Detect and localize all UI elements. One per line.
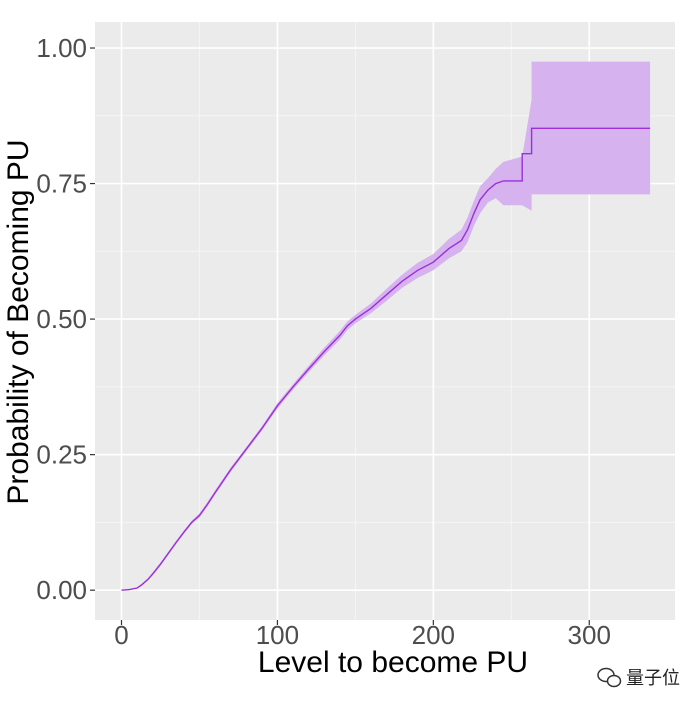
- y-tick-label: 0.00: [36, 575, 87, 605]
- probability-curve: [121, 127, 651, 591]
- y-tick-label: 0.25: [36, 440, 87, 470]
- watermark: 量子位: [597, 667, 680, 689]
- x-axis-title: Level to become PU: [258, 646, 528, 679]
- y-tick-label: 0.50: [36, 304, 87, 334]
- x-tick-label: 200: [412, 620, 455, 650]
- watermark-text: 量子位: [626, 668, 680, 689]
- y-tick-label: 1.00: [36, 33, 87, 63]
- x-tick-label: 0: [114, 620, 128, 650]
- wechat-icon: [597, 667, 622, 688]
- major-gridlines: [95, 22, 675, 620]
- confidence-band: [121, 61, 651, 591]
- y-axis-ticks: 0.00 0.25 0.50 0.75 1.00: [36, 33, 95, 605]
- x-tick-label: 300: [568, 620, 611, 650]
- y-tick-label: 0.75: [36, 169, 87, 199]
- y-axis-title: Probability of Becoming PU: [2, 139, 35, 504]
- x-axis-ticks: 0 100 200 300: [114, 620, 611, 650]
- x-tick-label: 100: [256, 620, 299, 650]
